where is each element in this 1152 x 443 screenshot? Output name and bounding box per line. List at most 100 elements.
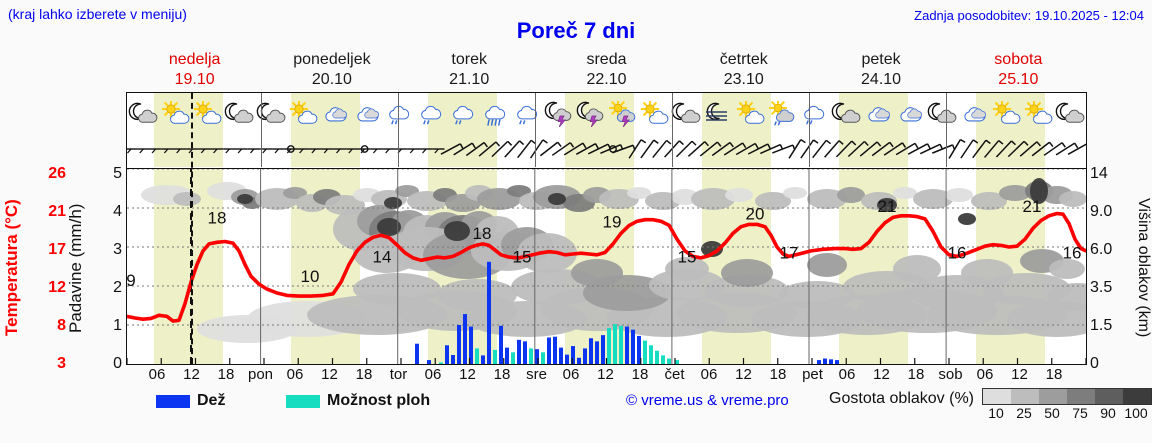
cloud-density-colorbar: [982, 388, 1152, 405]
day-separator-3: [671, 93, 673, 167]
day-name: četrtek: [719, 51, 768, 68]
temp-tick-1: 21: [48, 203, 66, 220]
moon-cloud-icon: [223, 93, 255, 135]
moon-cloud-icon: [255, 93, 287, 135]
svg-text:20: 20: [746, 205, 765, 224]
legend-shower-label: Možnost ploh: [327, 392, 431, 409]
cloud-icon: [958, 93, 990, 135]
day-name: sobota: [994, 51, 1043, 68]
precip-tick-2: 3: [113, 241, 122, 258]
legend-rain: Dež: [156, 392, 225, 410]
precip-tick-0: 5: [113, 165, 122, 182]
cloud-density-step-25: [1011, 389, 1039, 404]
weather-icon-row: [127, 93, 1086, 135]
day-date: 22.10: [586, 71, 627, 88]
plot-area: 9 18 10 14 18 15 19 15 20 17 21 16 21 16: [127, 169, 1086, 364]
svg-text:21: 21: [1023, 197, 1042, 216]
x-tick-18-22: 18: [907, 366, 925, 383]
cloud-density-ticks: 10 25 50 75 90 100: [982, 405, 1152, 421]
svg-text:21: 21: [878, 197, 897, 216]
sun-cloud-icon: [639, 93, 671, 135]
x-tick-18-6: 18: [355, 366, 373, 383]
svg-text:10: 10: [301, 267, 320, 286]
svg-text:14: 14: [373, 248, 392, 267]
day-separator-4: [809, 93, 810, 167]
cloud-density-step-90: [1095, 389, 1123, 404]
moon-cloud-icon: [670, 93, 702, 135]
location-hint: (kraj lahko izberete v meniju): [8, 6, 187, 22]
legend-shower: Možnost ploh: [286, 392, 430, 410]
x-axis-labels: 06 12 18 pon 06 12 18 tor 06 12 18 sre 06 12 18 čet 06 12…: [126, 366, 1087, 384]
day-separator-0: [260, 93, 262, 167]
temperature-axis-ticks: 26 21 17 12 8 3: [30, 162, 66, 374]
day-header-nedelja: nedelja 19.10: [126, 50, 263, 92]
legend: Dež Možnost ploh © vreme.us & vreme.pro …: [126, 388, 1152, 421]
cloud-density-tick-75: 75: [1072, 405, 1088, 421]
day-header-torek: torek 21.10: [401, 50, 538, 92]
precipitation-axis-title: Padavine (mm/h): [66, 203, 85, 333]
x-tick-06-16: 06: [700, 366, 718, 383]
page-title: Poreč 7 dni: [516, 18, 636, 43]
temp-tick-2: 17: [48, 241, 66, 258]
day-header-petek: petek 24.10: [812, 50, 949, 92]
cloud-density-tick-100: 100: [1124, 405, 1148, 421]
precip-tick-3: 2: [113, 279, 122, 296]
wind-barb-row: [127, 135, 1086, 167]
x-tick-12-25: 12: [1011, 366, 1028, 383]
x-tick-sob-23: sob: [938, 366, 963, 383]
day-name: petek: [861, 51, 901, 68]
cloud-drizzle-icon: [415, 93, 447, 135]
cloud-density-step-75: [1067, 389, 1095, 404]
x-tick-18-14: 18: [631, 366, 649, 383]
cloud-icon: [351, 93, 383, 135]
sun-cloud-icon: [159, 93, 191, 135]
cloud-icon: [894, 93, 926, 135]
cloud-height-axis-title: Višina oblakov (km): [1135, 197, 1152, 338]
sun-cloud-icon: [734, 93, 766, 135]
cloud-density-step-10: [983, 389, 1011, 404]
cloud-drizzle-icon: [447, 93, 479, 135]
temp-tick-0: 26: [48, 165, 66, 182]
x-tick-čet-15: čet: [664, 366, 685, 383]
shower-swatch: [286, 394, 320, 408]
cloud-tick-0: 14: [1090, 165, 1108, 182]
svg-text:15: 15: [678, 248, 697, 267]
temperature-axis-title: Temperatura (°C): [2, 199, 21, 337]
temp-tick-4: 8: [57, 317, 66, 334]
day-separator-1: [397, 93, 399, 167]
x-tick-12-21: 12: [873, 366, 890, 383]
legend-rain-label: Dež: [197, 392, 226, 409]
day-date: 21.10: [449, 71, 490, 88]
current-time-marker: [191, 93, 193, 364]
x-tick-18-2: 18: [217, 366, 235, 383]
rain-swatch: [156, 394, 190, 408]
cloud-tick-3: 3.5: [1090, 279, 1113, 296]
x-tick-12-9: 12: [459, 366, 476, 383]
day-date: 20.10: [311, 71, 352, 88]
precip-tick-5: 0: [113, 355, 122, 372]
day-name: nedelja: [168, 51, 221, 68]
day-date: 23.10: [723, 71, 764, 88]
cloud-tick-5: 0: [1090, 355, 1099, 372]
x-tick-06-8: 06: [424, 366, 442, 383]
day-header-ponedeljek: ponedeljek 20.10: [263, 50, 400, 92]
day-header-sobota: sobota 25.10: [950, 50, 1087, 92]
svg-text:15: 15: [513, 248, 532, 267]
svg-text:19: 19: [603, 213, 622, 232]
copyright-text: © vreme.us & vreme.pro: [626, 392, 789, 409]
sun-cloud-icon: [1022, 93, 1054, 135]
day-separator-2: [534, 93, 536, 167]
x-tick-12-17: 12: [735, 366, 752, 383]
cloud-tick-1: 9.0: [1090, 203, 1113, 220]
x-tick-18-18: 18: [769, 366, 787, 383]
precipitation-axis-ticks: 5 4 3 2 1 0: [96, 162, 122, 374]
cloud-density-scale: 10 25 50 75 90 100: [982, 388, 1152, 421]
day-header-row: nedelja 19.10 ponedeljek 20.10 torek 21.10 sre…: [126, 50, 1087, 92]
cloud-drizzle-icon: [798, 93, 830, 135]
svg-text:16: 16: [948, 244, 967, 263]
temp-tick-5: 3: [57, 355, 66, 372]
sun-cloud-thunder-icon: [607, 93, 639, 135]
moon-cloud-icon: [926, 93, 958, 135]
sun-cloud-icon: [287, 93, 319, 135]
cloud-density-tick-25: 25: [1016, 405, 1032, 421]
